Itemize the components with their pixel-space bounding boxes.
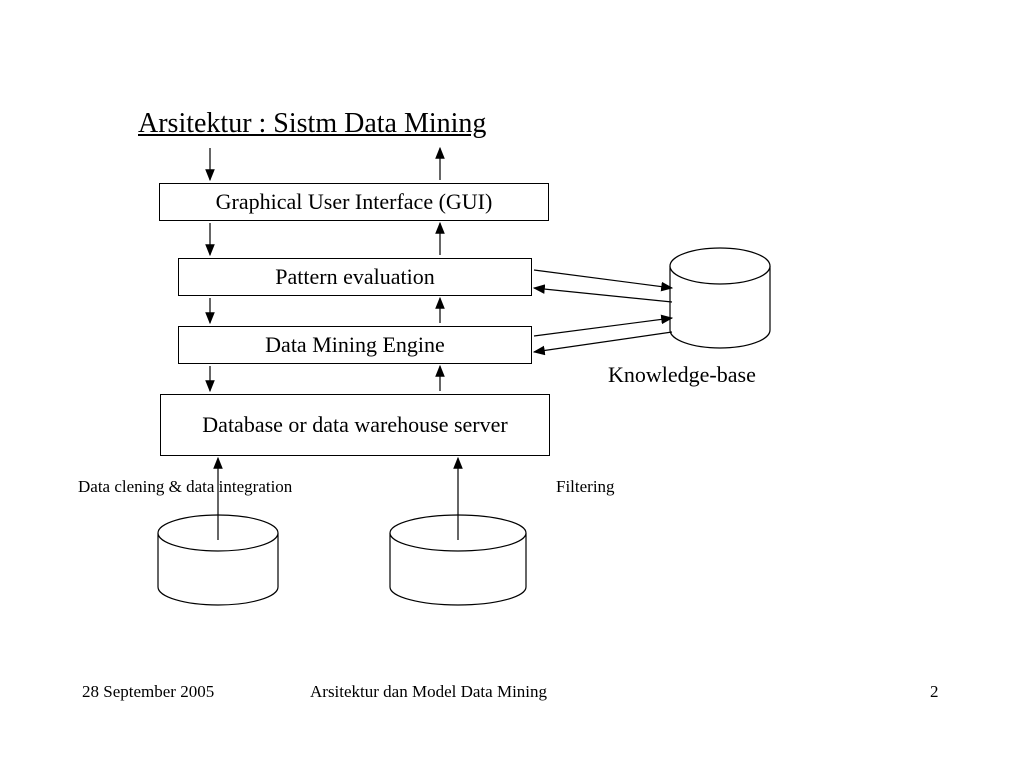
box-db-warehouse-server: Database or data warehouse server xyxy=(160,394,550,456)
box-pattern-evaluation: Pattern evaluation xyxy=(178,258,532,296)
box-data-mining-engine: Data Mining Engine xyxy=(178,326,532,364)
footer-title: Arsitektur dan Model Data Mining xyxy=(310,682,547,702)
slide: Arsitektur : Sistm Data Mining Graphical… xyxy=(0,0,1024,768)
box-gui: Graphical User Interface (GUI) xyxy=(159,183,549,221)
label-filtering: Filtering xyxy=(556,477,615,497)
cylinder-label-database: Data base xyxy=(158,552,278,568)
footer-date: 28 September 2005 xyxy=(82,682,214,702)
slide-title: Arsitektur : Sistm Data Mining xyxy=(138,108,486,140)
label-data-cleaning: Data clening & data integration xyxy=(78,477,292,497)
cylinder-label-data-warehouse: Data warehouse xyxy=(390,552,526,568)
footer-page-number: 2 xyxy=(930,682,939,702)
label-knowledge-base: Knowledge-base xyxy=(608,362,756,388)
